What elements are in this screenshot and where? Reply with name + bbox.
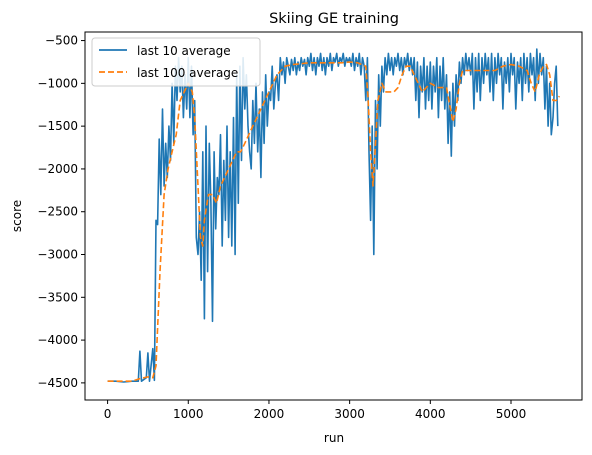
x-axis: 0 1000 2000 3000 4000 5000 xyxy=(104,400,527,421)
y-tick-label: −2000 xyxy=(37,162,78,176)
series-line-last-100-average xyxy=(107,61,561,383)
y-tick-label: −500 xyxy=(45,34,78,48)
y-tick-label: −2500 xyxy=(37,205,78,219)
y-tick-label: −3500 xyxy=(37,290,78,304)
chart-title: Skiing GE training xyxy=(269,11,399,27)
x-tick-label: 1000 xyxy=(173,407,204,421)
x-tick-label: 0 xyxy=(104,407,112,421)
series-line-last-10-average xyxy=(107,48,559,383)
y-tick-label: −1500 xyxy=(37,119,78,133)
series-group xyxy=(107,48,561,383)
legend-box xyxy=(91,37,261,87)
y-axis: −4500 −4000 −3500 −3000 −2500 −2000 −1500 −1000… xyxy=(37,34,85,390)
legend: last 10 average last 100 average xyxy=(91,37,261,87)
y-tick-label: −4500 xyxy=(37,376,78,390)
y-tick-label: −1000 xyxy=(37,76,78,90)
legend-label-last-10-average: last 10 average xyxy=(137,44,231,58)
x-tick-label: 2000 xyxy=(254,407,285,421)
y-tick-label: −3000 xyxy=(37,248,78,262)
y-tick-label: −4000 xyxy=(37,333,78,347)
x-tick-label: 5000 xyxy=(496,407,527,421)
x-tick-label: 3000 xyxy=(334,407,365,421)
x-axis-label: run xyxy=(324,431,344,445)
y-axis-label: score xyxy=(10,200,24,232)
legend-label-last-100-average: last 100 average xyxy=(137,66,238,80)
x-tick-label: 4000 xyxy=(415,407,446,421)
plot-frame xyxy=(84,31,583,401)
